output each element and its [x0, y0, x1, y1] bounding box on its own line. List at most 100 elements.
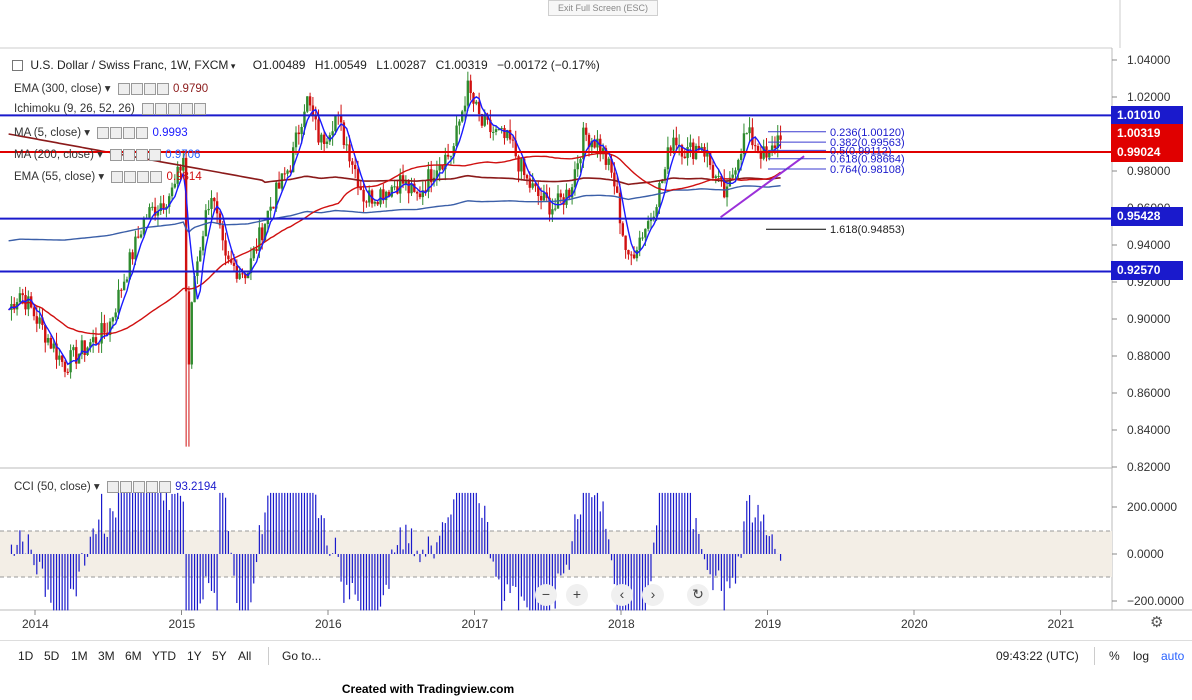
candle-body — [728, 177, 732, 187]
candle-body — [365, 201, 368, 203]
candle-body — [255, 248, 258, 252]
x-tick-label: 2014 — [22, 617, 49, 631]
goto-button[interactable]: Go to... — [282, 649, 322, 663]
candle-body — [717, 175, 720, 177]
candle-body — [275, 182, 278, 209]
candle-body — [320, 134, 323, 143]
scroll-right-button[interactable]: › — [642, 584, 664, 606]
candle-body — [390, 186, 393, 197]
scroll-left-button[interactable]: ‹ — [611, 584, 633, 606]
indicator-ichimoku[interactable]: Ichimoku (9, 26, 52, 26) — [14, 103, 207, 115]
candle-body — [469, 80, 472, 93]
zoom-out-button[interactable]: − — [535, 584, 557, 606]
range-1y[interactable]: 1Y — [187, 649, 202, 663]
indicator-buttons[interactable] — [111, 170, 163, 183]
fib-level-label: 0.236(1.00120) — [830, 127, 905, 139]
utc-clock[interactable]: 09:43:22 (UTC) — [996, 649, 1079, 663]
indicator-buttons[interactable] — [97, 126, 149, 139]
candle-body — [362, 189, 365, 202]
indicator-ma-200[interactable]: MA (200, close) ▾ 0.9706 — [14, 148, 201, 161]
candle-body — [170, 187, 174, 197]
cci-tick-label: −200.0000 — [1127, 594, 1184, 608]
candle-body — [277, 182, 281, 189]
y-tick-label: 0.82000 — [1127, 460, 1171, 474]
x-tick-label: 2016 — [315, 617, 342, 631]
ohlc-open: O1.00489 — [252, 58, 306, 72]
range-6m[interactable]: 6M — [125, 649, 142, 663]
candle-body — [415, 191, 419, 194]
reset-chart-button[interactable]: ↻ — [687, 584, 709, 606]
candle-body — [644, 228, 647, 238]
range-1d[interactable]: 1D — [18, 649, 34, 663]
symbol-title[interactable]: U.S. Dollar / Swiss Franc, 1W, FXCM — [30, 58, 229, 72]
candle-body — [75, 347, 78, 364]
candle-body — [325, 141, 329, 144]
horizontal-levels — [0, 114, 1112, 273]
candle-body — [621, 223, 625, 236]
candle-body — [520, 158, 523, 172]
y-tick-label: 1.04000 — [1127, 53, 1171, 67]
zoom-in-button[interactable]: + — [566, 584, 588, 606]
cci-legend[interactable]: CCI (50, close) ▾ 93.2194 — [14, 480, 217, 493]
candle-body — [672, 137, 675, 151]
candle-body — [49, 337, 53, 349]
chevron-down-icon[interactable]: ▾ — [228, 61, 236, 71]
cci-band — [0, 531, 1112, 577]
range-ytd[interactable]: YTD — [152, 649, 176, 663]
fibonacci-levels: 0.236(1.00120)0.382(0.99563)0.5(0.99112)… — [766, 127, 905, 236]
candle-body — [241, 273, 244, 275]
range-5d[interactable]: 5D — [44, 649, 60, 663]
gear-icon[interactable]: ⚙ — [1150, 614, 1164, 631]
range-all[interactable]: All — [238, 649, 252, 663]
candle-body — [376, 201, 379, 205]
ohlc-close: C1.00319 — [435, 58, 488, 72]
candle-body — [342, 122, 346, 145]
candle-body — [151, 206, 154, 208]
candle-body — [669, 147, 672, 151]
indicator-buttons[interactable] — [106, 480, 172, 493]
candle-body — [187, 291, 191, 365]
auto-toggle[interactable]: auto — [1161, 649, 1185, 663]
indicator-ma-5[interactable]: MA (5, close) ▾ 0.9993 — [14, 126, 188, 139]
candle-body — [604, 148, 608, 165]
candle-body — [500, 128, 503, 130]
candle-body — [446, 154, 450, 157]
indicator-ema-55[interactable]: EMA (55, close) ▾ 0.9814 — [14, 170, 202, 183]
candle-body — [131, 252, 134, 260]
candle-body — [393, 186, 396, 188]
log-toggle[interactable]: log — [1133, 649, 1150, 663]
candle-body — [173, 183, 177, 188]
candle-body — [714, 176, 717, 178]
range-1m[interactable]: 1M — [71, 649, 88, 663]
y-tick-label: 0.88000 — [1127, 349, 1171, 363]
candle-body — [308, 96, 312, 106]
indicator-buttons[interactable] — [117, 82, 170, 95]
range-3m[interactable]: 3M — [98, 649, 115, 663]
candle-body — [553, 208, 557, 210]
candle-body — [624, 235, 627, 250]
candle-body — [35, 316, 39, 324]
candle-body — [125, 279, 129, 282]
candle-body — [368, 190, 371, 203]
y-tick-label: 0.94000 — [1127, 238, 1171, 252]
x-tick-label: 2019 — [755, 617, 782, 631]
indicator-ema-300[interactable]: EMA (300, close) ▾ 0.9790 — [14, 82, 209, 95]
candle-body — [159, 203, 162, 211]
candle-body — [89, 342, 92, 348]
y-tick-label: 0.86000 — [1127, 386, 1171, 400]
candle-body — [506, 129, 509, 139]
candle-body — [466, 80, 470, 106]
candle-body — [638, 237, 641, 251]
fib-level-label: 0.764(0.98108) — [830, 164, 905, 176]
range-5y[interactable]: 5Y — [212, 649, 227, 663]
bottom-toolbar: 1D 5D 1M 3M 6M YTD 1Y 5Y All Go to... 09… — [0, 640, 1192, 671]
indicator-buttons[interactable] — [110, 148, 162, 161]
indicator-buttons[interactable] — [142, 103, 207, 115]
candle-body — [201, 236, 205, 251]
fib-level-label: 0.382(0.99563) — [830, 137, 905, 149]
candle-body — [404, 180, 408, 184]
candle-body — [227, 255, 230, 260]
percent-toggle[interactable]: % — [1109, 649, 1120, 663]
collapse-icon[interactable] — [12, 60, 23, 72]
exit-fullscreen-button[interactable]: Exit Full Screen (ESC) — [548, 0, 658, 16]
